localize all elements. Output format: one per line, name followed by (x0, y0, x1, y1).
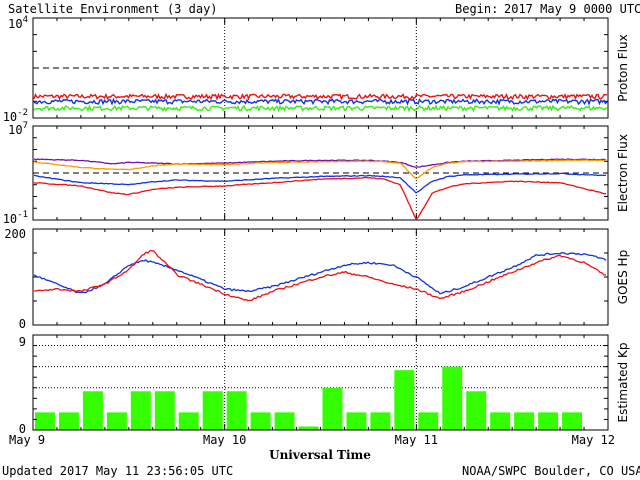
kp-bar (394, 370, 415, 430)
goes-hp-ytick-bottom: 0 (19, 317, 26, 331)
kp-bar (274, 412, 295, 430)
kp-bar (82, 391, 103, 430)
xtick-label-1: May 10 (203, 433, 246, 447)
kp-bar (130, 391, 151, 430)
kp-bar (370, 412, 391, 430)
kp-ytick-bottom: 0 (19, 422, 26, 436)
credit-text: NOAA/SWPC Boulder, CO USA (462, 464, 640, 478)
kp-bar (346, 412, 367, 430)
updated-timestamp: Updated 2017 May 11 23:56:05 UTC (2, 464, 234, 478)
electron-flux-label: Electron Flux (616, 134, 630, 212)
kp-bar (418, 412, 439, 430)
kp-bar (154, 391, 175, 430)
proton-ytick-bottom: 10-2 (3, 108, 28, 124)
kp-bar (562, 412, 583, 430)
kp-bar (58, 412, 79, 430)
kp-bar (466, 391, 487, 430)
electron-ytick-bottom: 10-1 (3, 210, 28, 226)
kp-bar (514, 412, 535, 430)
electron-series-purple (33, 158, 607, 168)
kp-bar (490, 412, 511, 430)
electron-series-red (33, 176, 606, 221)
estimated-kp-label: Estimated Kp (616, 343, 630, 423)
electron-ytick-top: 107 (8, 121, 28, 137)
xtick-label-2: May 11 (395, 433, 438, 447)
goes-hp-series-blue (33, 251, 607, 295)
xtick-label-3: May 12 (572, 433, 615, 447)
proton-series-red (33, 92, 608, 101)
goes-hp-series-red (33, 250, 607, 302)
proton-ytick-top: 104 (8, 15, 28, 31)
kp-bar (178, 412, 199, 430)
xaxis-title: Universal Time (269, 448, 371, 462)
xtick-label-0: May 9 (9, 433, 45, 447)
kp-bar (538, 412, 559, 430)
goes-hp-label: GOES Hp (616, 250, 630, 304)
kp-bar (226, 391, 247, 430)
kp-bar (106, 412, 127, 430)
begin-label: Begin: (455, 2, 499, 16)
kp-bar (298, 426, 319, 430)
kp-bar (202, 391, 223, 430)
kp-bar (442, 366, 463, 430)
kp-ytick-top: 9 (19, 335, 26, 349)
chart-title: Satellite Environment (3 day) (8, 2, 218, 16)
goes-hp-ytick-top: 200 (4, 227, 26, 241)
proton-series-green (33, 104, 608, 113)
proton-series-blue (33, 97, 608, 106)
kp-bar (250, 412, 271, 430)
begin-value: 2017 May 9 0000 UTC (504, 2, 640, 16)
electron-series-blue (33, 172, 607, 194)
kp-bar (322, 387, 343, 430)
kp-bar (35, 412, 55, 430)
electron-series-orange (33, 159, 607, 180)
electron-panel-frame (32, 125, 609, 221)
proton-flux-label: Proton Flux (616, 34, 630, 101)
